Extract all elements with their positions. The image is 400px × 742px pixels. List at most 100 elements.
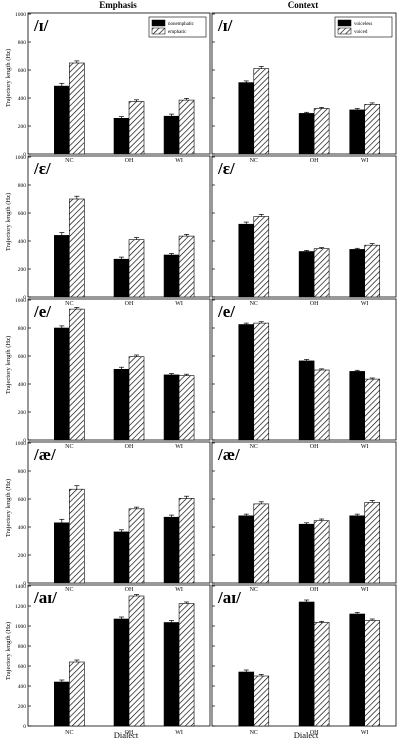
- bar-OH-voiceless: [298, 113, 315, 155]
- x-tick-label: NC: [250, 587, 258, 593]
- x-tick-label: OH: [125, 730, 134, 736]
- bar-OH-voiced: [313, 248, 330, 298]
- panel-title: /aɪ/: [217, 588, 241, 607]
- x-axis-label-left: Dialect: [114, 730, 139, 740]
- bar-OH-emphatic: [128, 101, 145, 155]
- y-axis-label: Trajectory length (Hz): [5, 336, 12, 394]
- panel-title: /ɛ/: [217, 159, 235, 178]
- bar-WI-emphatic: [178, 497, 195, 584]
- bar-WI-nonemphatic: [163, 516, 180, 584]
- y-axis-label: Trajectory length (Hz): [5, 622, 12, 680]
- bar-NC-nonemphatic: [54, 327, 70, 441]
- x-tick-label: WI: [361, 444, 369, 450]
- chart-panel-1-1: /ɛ/NC OH WI: [211, 155, 397, 307]
- bar-NC-nonemphatic: [54, 85, 70, 155]
- chart-panel-2-0: 0 200 400 600 800 1000 Trajectory length (Hz) /…: [5, 298, 211, 450]
- x-tick-label: NC: [250, 158, 258, 164]
- bar-NC-emphatic: [69, 308, 85, 441]
- bar-OH-voiceless: [298, 523, 315, 584]
- y-tick-label: 1000: [15, 441, 26, 447]
- y-tick-label: 200: [18, 267, 27, 273]
- panel-title: /e/: [33, 302, 51, 321]
- bar-NC-voiced: [253, 216, 270, 298]
- x-tick-label: WI: [361, 158, 369, 164]
- legend-swatch-voiceless: [337, 19, 352, 27]
- y-tick-label: 1400: [15, 584, 26, 590]
- x-tick-label: WI: [361, 301, 369, 307]
- y-tick-label: 800: [18, 469, 27, 475]
- bar-OH-nonemphatic: [113, 618, 130, 727]
- y-axis-label: Trajectory length (Hz): [5, 193, 12, 251]
- bar-OH-emphatic: [128, 595, 145, 727]
- bar-NC-emphatic: [69, 62, 85, 155]
- bar-WI-voiced: [364, 378, 381, 441]
- x-tick-label: NC: [65, 730, 73, 736]
- bar-NC-voiceless: [238, 515, 255, 584]
- y-tick-label: 0: [23, 152, 26, 158]
- y-tick-label: 0: [23, 438, 26, 444]
- panel-title: /aɪ/: [33, 588, 57, 607]
- x-tick-label: WI: [175, 730, 183, 736]
- y-tick-label: 1000: [15, 624, 26, 630]
- column-title-emphasis: Emphasis: [99, 0, 137, 10]
- bar-WI-voiced: [364, 104, 381, 155]
- y-tick-label: 400: [18, 96, 27, 102]
- bar-NC-voiced: [253, 503, 270, 584]
- x-tick-label: NC: [250, 444, 258, 450]
- x-tick-label: OH: [310, 444, 319, 450]
- bar-WI-voiceless: [349, 515, 366, 584]
- bar-NC-voiceless: [238, 671, 255, 727]
- chart-panel-1-0: 0 200 400 600 800 1000 Trajectory length (Hz) /…: [5, 155, 211, 307]
- bar-NC-emphatic: [69, 488, 85, 584]
- y-tick-label: 0: [23, 724, 26, 730]
- bar-OH-emphatic: [128, 239, 145, 298]
- bar-NC-emphatic: [69, 198, 85, 298]
- bar-WI-nonemphatic: [163, 115, 180, 155]
- bar-OH-voiced: [313, 369, 330, 441]
- bar-NC-voiced: [253, 68, 270, 155]
- y-tick-label: 600: [18, 497, 27, 503]
- y-tick-label: 0: [23, 581, 26, 587]
- y-tick-label: 1000: [15, 155, 26, 161]
- x-tick-label: WI: [175, 158, 183, 164]
- bar-WI-voiceless: [349, 613, 366, 727]
- bar-WI-emphatic: [178, 99, 195, 155]
- bar-NC-nonemphatic: [54, 681, 70, 727]
- chart-panel-2-1: /e/NC OH WI: [211, 298, 397, 450]
- bar-WI-voiceless: [349, 109, 366, 155]
- bar-OH-voiced: [313, 622, 330, 727]
- bar-WI-nonemphatic: [163, 374, 180, 441]
- x-tick-label: OH: [125, 587, 134, 593]
- bar-WI-emphatic: [178, 375, 195, 441]
- bar-NC-emphatic: [69, 661, 85, 727]
- legend-label-nonemphatic: nonemphatic: [168, 22, 195, 27]
- bar-WI-emphatic: [178, 603, 195, 727]
- y-tick-label: 1200: [15, 604, 26, 610]
- legend-swatch-emphatic: [151, 27, 166, 35]
- bar-WI-nonemphatic: [163, 254, 180, 298]
- bar-OH-nonemphatic: [113, 531, 130, 584]
- y-tick-label: 600: [18, 354, 27, 360]
- bar-NC-voiceless: [238, 82, 255, 155]
- y-tick-label: 600: [18, 664, 27, 670]
- panel-title: /ɪ/: [217, 16, 233, 35]
- y-tick-label: 200: [18, 410, 27, 416]
- bar-OH-nonemphatic: [113, 368, 130, 441]
- bar-NC-voiceless: [238, 223, 255, 298]
- x-tick-label: OH: [310, 587, 319, 593]
- chart-panel-3-0: 0 200 400 600 800 1000 Trajectory length (Hz) /…: [5, 441, 211, 593]
- y-tick-label: 600: [18, 68, 27, 74]
- bar-NC-voiced: [253, 675, 270, 727]
- x-tick-label: OH: [310, 301, 319, 307]
- x-tick-label: OH: [125, 444, 134, 450]
- x-tick-label: OH: [125, 301, 134, 307]
- panel-title: /æ/: [33, 445, 56, 464]
- bar-WI-voiced: [364, 502, 381, 584]
- bar-OH-voiceless: [298, 360, 315, 441]
- panel-title: /æ/: [217, 445, 240, 464]
- y-tick-label: 800: [18, 644, 27, 650]
- x-axis-label-right: Dialect: [294, 730, 319, 740]
- panel-title: /e/: [217, 302, 235, 321]
- bar-WI-emphatic: [178, 235, 195, 298]
- y-tick-label: 800: [18, 40, 27, 46]
